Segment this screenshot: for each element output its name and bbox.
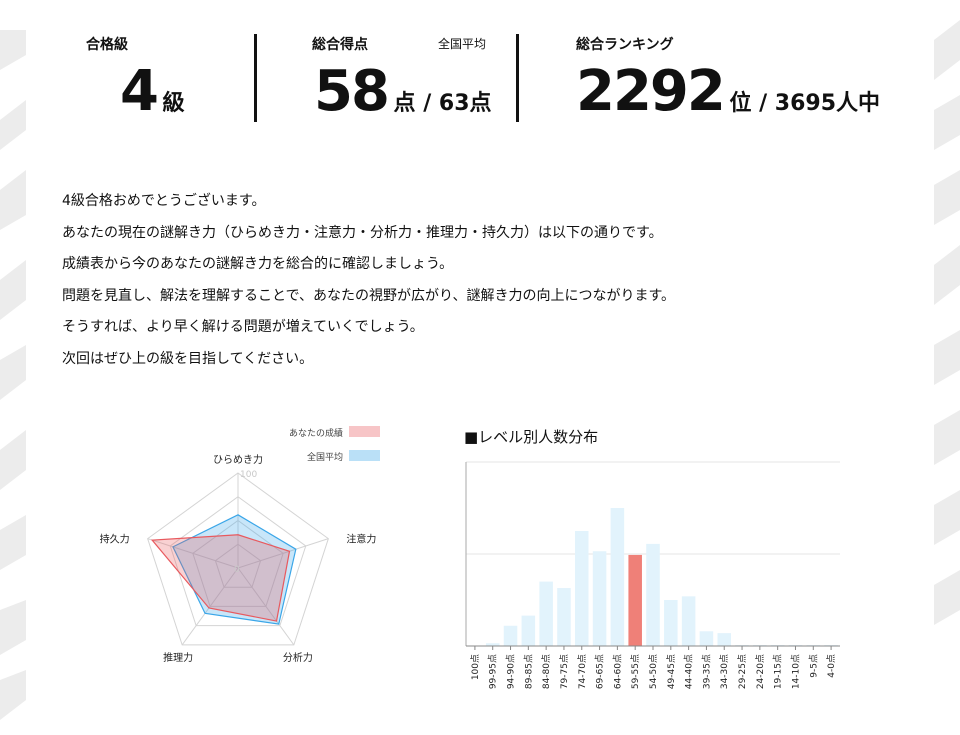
bar-tick-label: 74-70点 [577,654,588,689]
bar [521,615,536,646]
bar [681,596,696,646]
chart-title: ■レベル別人数分布 [464,428,599,446]
bar-tick-label: 54-50点 [648,654,659,689]
radar-axis-label: 持久力 [100,533,130,546]
bar [539,581,553,646]
radar-spoke [147,538,239,569]
radar-spoke [237,567,295,646]
bar-tick-label: 14-10点 [790,654,801,689]
left-decoration [0,30,26,720]
grade-label: 合格級 [86,37,128,53]
radar-grid-ring [192,519,284,607]
radar-grid-ring [147,472,329,646]
bar [485,643,500,646]
score-label: 総合得点 [312,37,368,53]
score-value-group: 58 点 / 63点 [314,64,492,120]
score-total: / 63点 [415,91,492,116]
message-line: あなたの現在の謎解き力（ひらめき力・注意力・分析力・推理力・持久力）は以下の通り… [62,224,663,241]
bar [503,625,518,646]
bar-tick-label: 84-80点 [541,654,552,689]
bar [574,531,589,646]
bar [610,508,625,646]
ranking-unit: 位 [729,91,752,116]
ranking-label: 総合ランキング [576,37,674,53]
summary-stats: 合格級 4 級 総合得点 全国平均 58 点 / 63点 総合ランキング 229… [60,28,900,128]
message-line: 成績表から今のあなたの謎解き力を総合的に確認しましょう。 [62,256,454,272]
score-block: 総合得点 全国平均 58 点 / 63点 [312,28,512,128]
bar [592,551,607,646]
bar-tick-label: 4-0点 [826,654,837,678]
radar-axis-label: 注意力 [346,533,376,546]
bar [628,554,642,646]
radar-spoke [181,567,239,646]
national-average-label: 全国平均 [438,37,487,51]
radar-series-area [172,514,297,625]
ranking-block: 総合ランキング 2292 位 / 3695人中 [576,28,896,128]
message-line: 4級合格おめでとうございます。 [62,193,266,209]
ranking-value: 2292 [576,59,726,124]
ranking-value-group: 2292 位 / 3695人中 [576,64,880,120]
bar-tick-label: 89-85点 [523,654,534,689]
divider [254,34,257,122]
bar-tick-label: 64-60点 [612,654,623,689]
divider [516,34,519,122]
grade-unit: 級 [162,91,185,116]
grade-value: 4 [120,59,159,124]
grade-value-group: 4 級 [120,64,185,120]
ranking-total: / 3695人中 [751,91,881,116]
bar-tick-label: 94-90点 [506,654,517,689]
bar-tick-label: 34-30点 [719,654,730,689]
bar-tick-label: 24-20点 [755,654,766,689]
ability-radar-chart: ひらめき力注意力分析力 推理力 持久力 100 0 あなたの成績全国平均 [95,418,380,668]
bar-svg: 100点 99-95点 94-90点 89-85点 84-80点 79-75点 74-70点… [465,461,840,689]
bar [646,543,660,646]
bar-tick-label: 44-40点 [684,654,695,689]
legend-swatch [349,426,380,437]
bar-tick-label: 49-45点 [666,654,677,689]
radar-spoke [237,538,329,569]
legend-swatch [349,450,380,461]
legend-label: あなたの成績 [289,427,343,439]
legend-label: 全国平均 [307,451,343,463]
radar-scale-label: 0 [234,565,240,575]
bar-tick-label: 79-75点 [559,654,570,689]
score-unit: 点 [393,91,416,116]
radar-axis-label: 分析力 [283,651,313,664]
radar-scale-label: 100 [240,470,257,480]
bar [664,600,678,646]
bar [557,588,571,646]
radar-grid-ring [214,543,262,588]
score-distribution-chart: ■レベル別人数分布 100点 99-95点 94-90点 89-85点 84-80点 79… [460,420,860,720]
message-line: 次回はぜひ上の級を目指してください。 [62,350,314,367]
radar-axis-label: 推理力 [163,651,193,664]
bar-tick-label: 69-65点 [595,654,606,689]
message-line: そうすれば、より早く解ける問題が増えていくでしょう。 [62,319,424,335]
bar [699,631,714,646]
bar-tick-label: 19-15点 [773,654,784,689]
score-value: 58 [314,59,390,124]
radar-series-area [150,534,291,622]
bar-tick-label: 9-5点 [808,654,819,678]
result-message: 4級合格おめでとうございます。 あなたの現在の謎解き力（ひらめき力・注意力・分析… [62,186,862,375]
bar [717,633,732,646]
bar-tick-label: 29-25点 [737,654,748,689]
bar-tick-label: 39-35点 [701,654,712,689]
bar-tick-label: 99-95点 [488,654,499,689]
bar-tick-label: 59-55点 [630,654,641,689]
grade-block: 合格級 4 級 [60,28,250,128]
bar-tick-label: 100点 [470,654,481,680]
radar-axis-label: ひらめき力 [213,453,263,466]
message-line: 問題を見直し、解法を理解することで、あなたの視野が広がり、謎解き力の向上につなが… [62,287,676,304]
right-decoration [934,20,960,625]
